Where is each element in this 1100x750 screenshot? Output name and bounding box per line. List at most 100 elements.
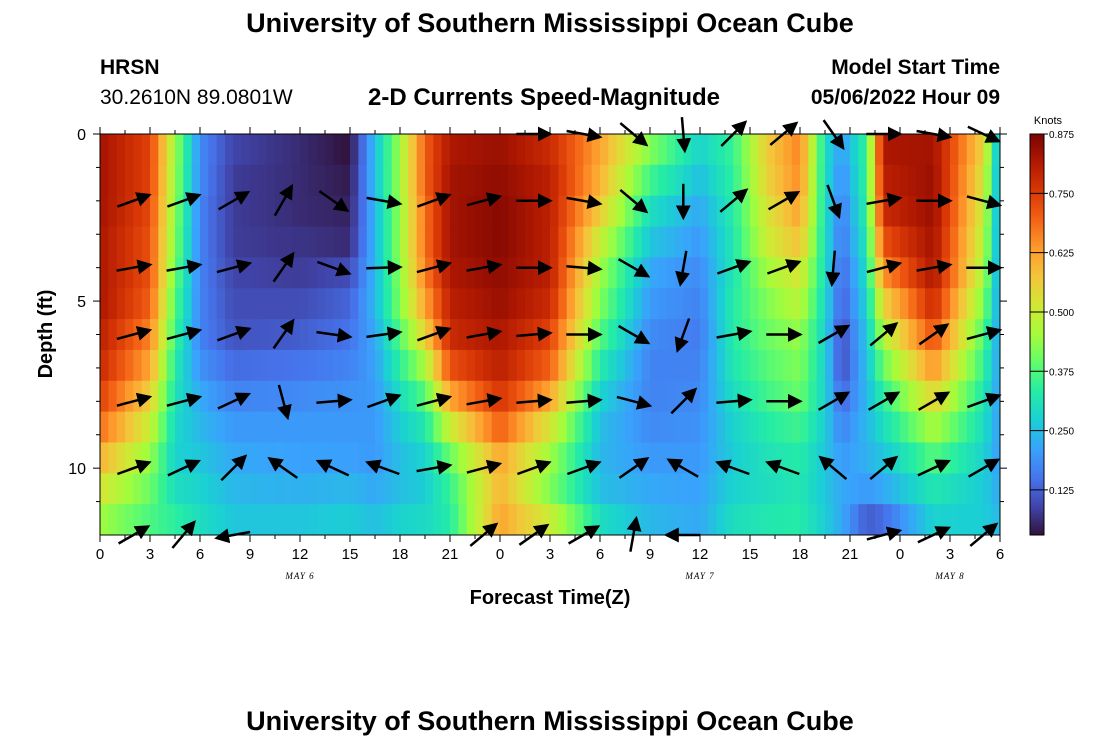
heatmap-cell (150, 134, 159, 166)
heatmap-cell (833, 164, 843, 197)
heatmap-cell (741, 411, 751, 444)
current-vector-arrow (217, 392, 251, 410)
heatmap-cell (566, 504, 576, 535)
heatmap-cell (283, 288, 293, 320)
heatmap-cell (916, 380, 926, 413)
heatmap-cell (791, 134, 801, 166)
heatmap-cell (116, 134, 126, 166)
heatmap-cell (566, 473, 576, 505)
heatmap-cell (983, 442, 993, 474)
heatmap-cell (533, 504, 543, 535)
heatmap-cell (241, 411, 251, 444)
heatmap-cell (866, 473, 876, 505)
heatmap-cell (208, 257, 218, 289)
heatmap-cell (116, 319, 126, 351)
heatmap-cell (825, 319, 834, 351)
heatmap-cell (808, 349, 818, 382)
heatmap-cell (450, 164, 459, 197)
heatmap-cell (966, 411, 976, 444)
heatmap-cell (633, 164, 643, 197)
station-coordinates: 30.2610N 89.0801W (100, 86, 293, 109)
heatmap-cell (216, 504, 226, 535)
heatmap-cell (150, 473, 159, 505)
heatmap-cell (658, 195, 668, 228)
heatmap-cell (633, 442, 643, 474)
heatmap-cell (208, 134, 218, 166)
heatmap-cell (125, 134, 134, 166)
heatmap-cell (258, 134, 268, 166)
heatmap-cell (541, 257, 551, 289)
heatmap-cell (550, 195, 559, 228)
heatmap-cell (233, 134, 243, 166)
heatmap-cell (858, 473, 868, 505)
heatmap-cell (125, 442, 134, 474)
heatmap-cell (383, 411, 393, 444)
heatmap-cell (366, 349, 376, 382)
x-tick-label: 9 (646, 546, 654, 563)
heatmap-cell (191, 504, 201, 535)
heatmap-cell (875, 442, 884, 474)
heatmap-cell (275, 288, 284, 320)
heatmap-cell (425, 288, 434, 320)
heatmap-cell (600, 288, 609, 320)
heatmap-cell (950, 164, 959, 197)
heatmap-cell (450, 288, 459, 320)
heatmap-cell (200, 473, 209, 505)
heatmap-cell (416, 349, 426, 382)
heatmap-cell (275, 442, 284, 474)
heatmap-cell (391, 442, 401, 474)
heatmap-cell (583, 411, 593, 444)
heatmap-cell (541, 134, 551, 166)
heatmap-cell (925, 257, 934, 289)
heatmap-cell (333, 380, 343, 413)
heatmap-cell (841, 442, 851, 474)
heatmap-cell (408, 504, 418, 535)
heatmap-cell (675, 319, 684, 351)
heatmap-cell (333, 134, 343, 166)
current-vector-arrow (866, 192, 903, 208)
heatmap-cell (516, 226, 526, 258)
heatmap-cell (883, 411, 893, 444)
heatmap-cell (250, 134, 259, 166)
x-tick-label: 18 (792, 546, 809, 563)
heatmap-cell (891, 257, 901, 289)
heatmap-cell (233, 473, 243, 505)
heatmap-cell (791, 349, 801, 382)
heatmap-cell (691, 164, 701, 197)
heatmap-cell (875, 164, 884, 197)
heatmap-cell (175, 504, 184, 535)
heatmap-cell (933, 288, 943, 320)
heatmap-cell (183, 473, 193, 505)
heatmap-cell (500, 319, 509, 351)
heatmap-cell (533, 288, 543, 320)
heatmap-cell (275, 473, 284, 505)
heatmap-cell (858, 349, 868, 382)
heatmap-cell (741, 195, 751, 228)
heatmap-cell (358, 442, 368, 474)
heatmap-cell (166, 319, 176, 351)
heatmap-cell (500, 134, 509, 166)
heatmap-cell (841, 195, 851, 228)
heatmap-cell (341, 134, 351, 166)
heatmap-cell (100, 504, 109, 535)
model-start-value: 05/06/2022 Hour 09 (810, 86, 1000, 109)
heatmap-cell (441, 257, 451, 289)
heatmap-cell (350, 288, 359, 320)
heatmap-cell (841, 257, 851, 289)
heatmap-cell (475, 195, 484, 228)
heatmap-cell (616, 134, 626, 166)
heatmap-cell (600, 164, 609, 197)
heatmap-cell (900, 442, 909, 474)
heatmap-cell (766, 504, 776, 535)
heatmap-cell (200, 349, 209, 382)
heatmap-cell (533, 164, 543, 197)
heatmap-cell (991, 134, 1000, 166)
heatmap-cell (483, 380, 493, 413)
heatmap-cell (233, 411, 243, 444)
heatmap-cell (666, 442, 676, 474)
heatmap-cell (808, 257, 818, 289)
heatmap-cell (141, 473, 151, 505)
heatmap-cell (450, 504, 459, 535)
heatmap-cell (708, 349, 718, 382)
heatmap-cell (125, 195, 134, 228)
